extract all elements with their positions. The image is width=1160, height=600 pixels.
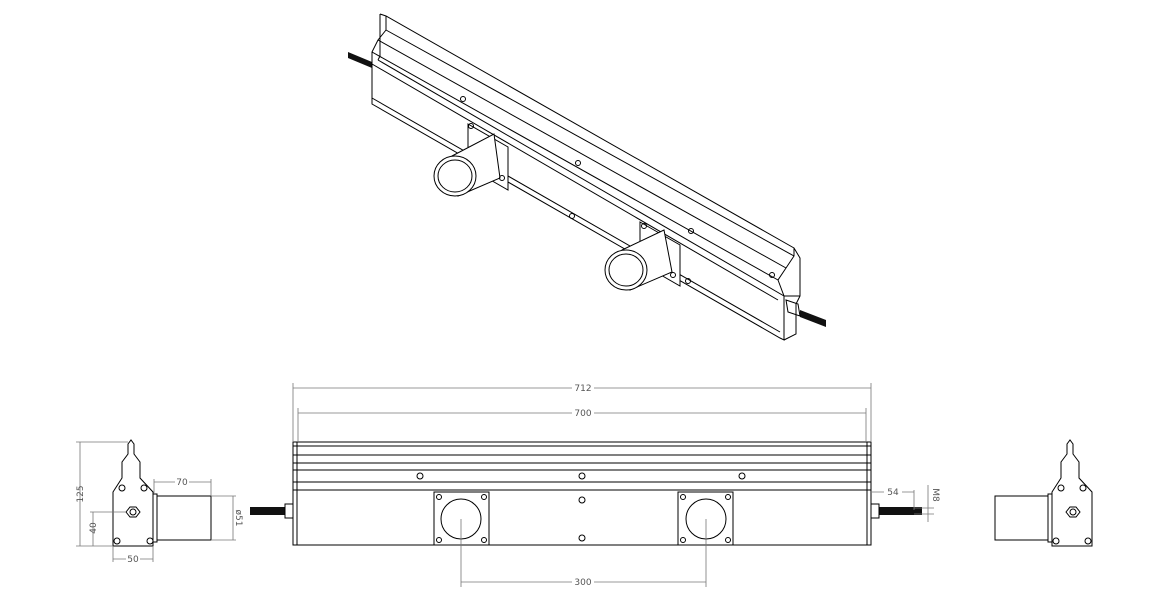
rod-left bbox=[250, 507, 285, 515]
screws-front bbox=[416, 472, 746, 542]
dimension-50: 50 bbox=[112, 546, 154, 565]
cylinder-side-right bbox=[994, 495, 1049, 541]
dimension-712: 712 bbox=[292, 383, 872, 442]
body-outline bbox=[292, 441, 872, 546]
left-side-view: 125 40 50 70 ø51 bbox=[76, 439, 243, 565]
svg-text:712: 712 bbox=[574, 384, 591, 394]
rod-right bbox=[879, 507, 922, 515]
profile-body bbox=[371, 13, 801, 341]
dimension-40: 40 bbox=[89, 511, 126, 546]
threaded-rod-left bbox=[348, 52, 372, 68]
dimension-125: 125 bbox=[76, 441, 128, 547]
svg-text:M8: M8 bbox=[930, 488, 940, 502]
nut-icon bbox=[125, 506, 141, 518]
screws-iso bbox=[460, 96, 775, 284]
svg-text:125: 125 bbox=[76, 485, 86, 502]
svg-text:700: 700 bbox=[574, 409, 591, 419]
right-side-view bbox=[994, 439, 1093, 547]
svg-text:54: 54 bbox=[887, 488, 899, 498]
svg-text:40: 40 bbox=[89, 522, 99, 534]
cylinder-1 bbox=[433, 133, 501, 197]
dimension-70: 70 bbox=[153, 477, 212, 496]
svg-text:50: 50 bbox=[127, 555, 139, 565]
threaded-rod-right bbox=[785, 299, 826, 327]
svg-text:ø51: ø51 bbox=[233, 510, 243, 527]
front-view: 712 700 300 54 M8 bbox=[250, 383, 940, 588]
dimension-m8: M8 bbox=[914, 485, 940, 522]
cylinder-2 bbox=[604, 229, 673, 291]
cylinder-side-left bbox=[156, 495, 212, 541]
mount-plate-front-1 bbox=[433, 491, 490, 546]
mount-plate-front-2 bbox=[677, 491, 734, 546]
svg-text:70: 70 bbox=[176, 478, 188, 488]
dimension-diameter-51: ø51 bbox=[211, 495, 243, 541]
dimension-300: 300 bbox=[460, 519, 707, 588]
nut-left bbox=[284, 503, 294, 519]
dimension-54: 54 bbox=[872, 487, 915, 510]
svg-text:300: 300 bbox=[574, 578, 591, 588]
nut-right bbox=[870, 503, 880, 519]
dimension-700: 700 bbox=[297, 408, 867, 442]
isometric-view bbox=[348, 13, 826, 341]
